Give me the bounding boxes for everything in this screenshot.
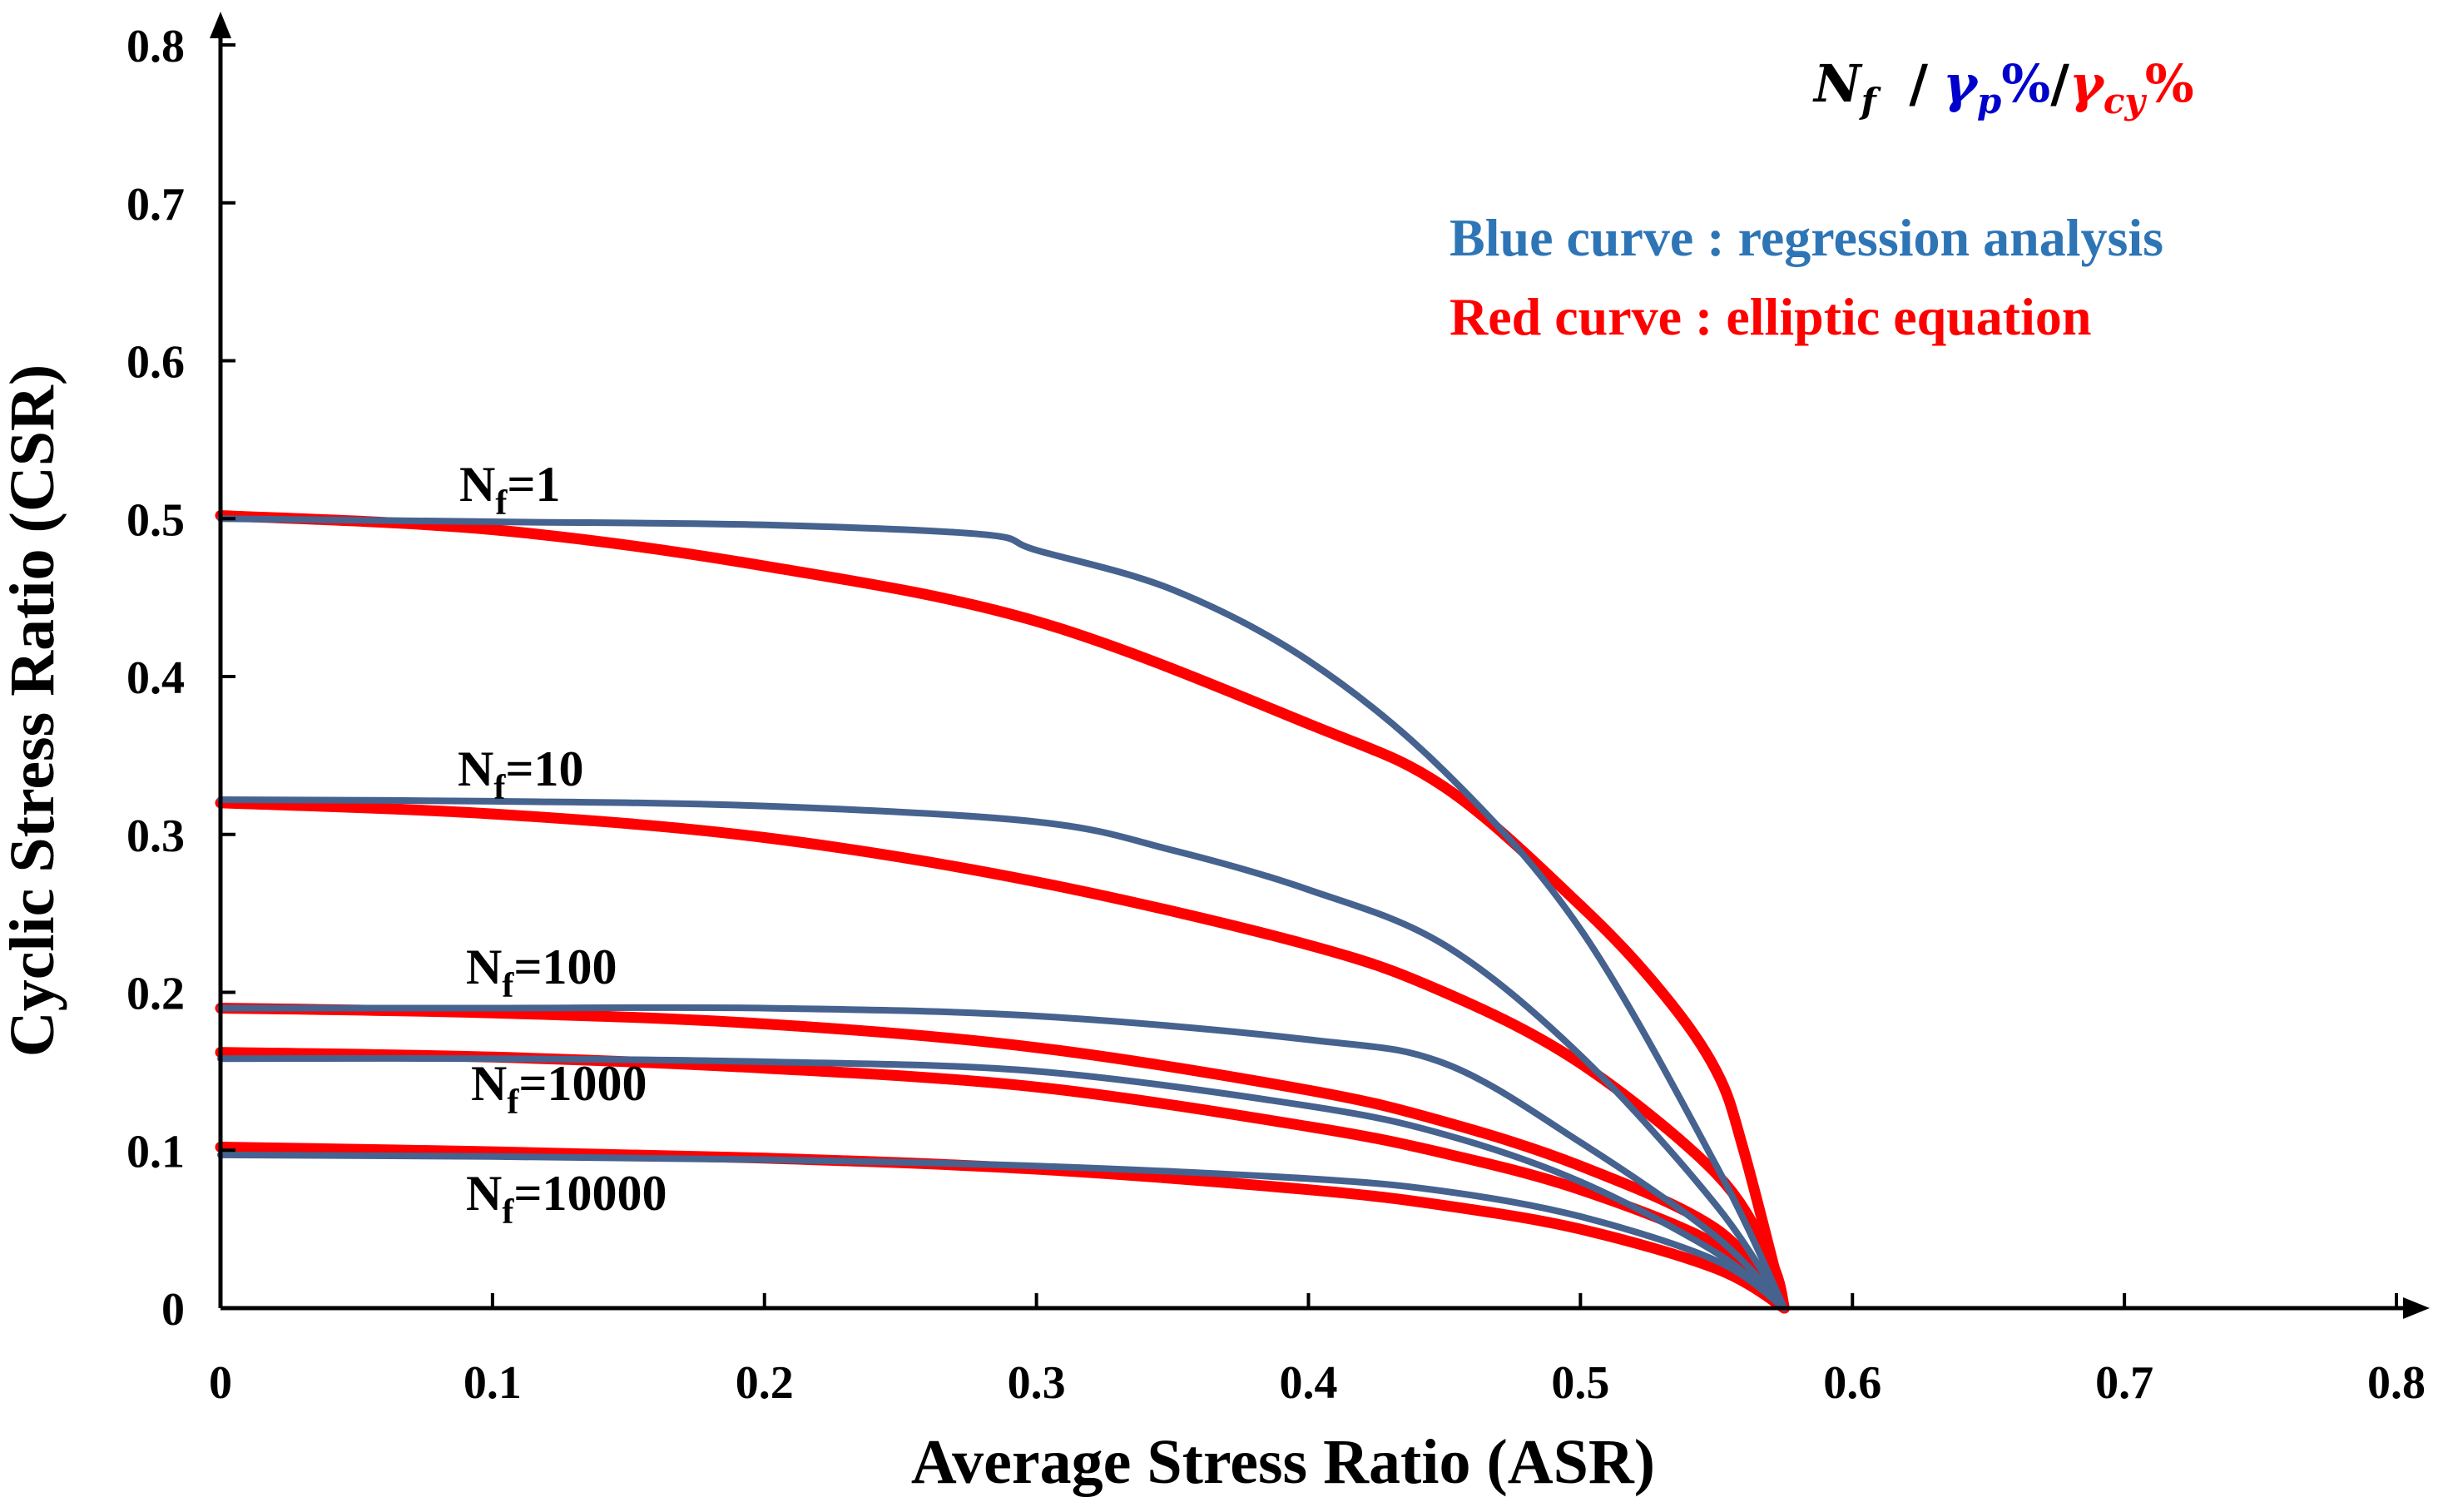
x-tick-label: 0.6	[1823, 1357, 1881, 1409]
y-tick-label: 0.4	[126, 652, 185, 704]
y-tick-label: 0.5	[126, 494, 185, 546]
y-axis-arrow-icon	[210, 12, 231, 38]
formula-gamma-cy: γ	[2069, 53, 2106, 114]
formula-gamma-cy-sub: cy	[2104, 81, 2148, 121]
ticks: 0 0.1 0.2 0.3 0.4 0.5 0.6 0.7 0.8 0 0.1 0.2 0.3 0.4 0.…	[126, 21, 2426, 1409]
formula-gamma-p-sub: p	[1977, 81, 2001, 121]
series-red-9	[215, 1142, 1790, 1314]
y-tick-label: 0.1	[126, 1126, 185, 1177]
series-red-5	[215, 1003, 1790, 1314]
x-tick-label: 0.3	[1008, 1357, 1066, 1409]
series-red-1	[215, 510, 1790, 1314]
formula-n: N	[1812, 53, 1863, 114]
y-tick-label: 0.7	[126, 179, 185, 231]
curve-label-nf10000: Nf=10000	[466, 1166, 667, 1232]
formula-label: Nf / γp%/γcy%	[1812, 53, 2194, 121]
series-blue-0	[217, 515, 1788, 1311]
y-tick-label: 0.3	[126, 811, 185, 862]
curve-label-nf1000: Nf=1000	[471, 1056, 647, 1122]
axes	[210, 12, 2430, 1319]
curve-label-nf100: Nf=100	[466, 939, 617, 1005]
y-tick-label: 0.6	[126, 337, 185, 389]
y-tick-label: 0.8	[126, 21, 185, 72]
formula-gamma-cy-pct: %	[2145, 53, 2194, 114]
legend-blue: Blue curve : regression analysis	[1450, 208, 2163, 267]
x-tick-label: 0.1	[463, 1357, 522, 1409]
series-red-7	[215, 1047, 1790, 1314]
series-red-3	[215, 797, 1790, 1314]
red-curves	[215, 510, 1790, 1314]
x-tick-label: 0	[209, 1357, 232, 1409]
formula-sep1: /	[1891, 53, 1929, 114]
x-axis-arrow-icon	[2403, 1297, 2430, 1319]
x-tick-label: 0.8	[2367, 1357, 2426, 1409]
x-axis-title: Average Stress Ratio (ASR)	[911, 1427, 1655, 1497]
curve-label-nf1: Nf=1	[459, 457, 561, 523]
legend-red: Red curve : elliptic equation	[1450, 287, 2091, 346]
formula-gamma-p: γ	[1943, 53, 1980, 114]
formula-sep2: /	[2050, 53, 2069, 114]
series-blue-4	[217, 1004, 1788, 1311]
x-tick-label: 0.7	[2095, 1357, 2153, 1409]
curve-label-nf10: Nf=10	[458, 741, 584, 807]
y-tick-label: 0	[161, 1284, 185, 1336]
x-tick-label: 0.2	[736, 1357, 794, 1409]
series-blue-6	[217, 1054, 1788, 1311]
y-axis-title: Cyclic Stress Ratio (CSR)	[0, 364, 67, 1057]
series-blue-2	[217, 796, 1788, 1311]
y-tick-label: 0.2	[126, 969, 185, 1020]
formula-gamma-p-pct: %	[2001, 53, 2050, 114]
x-tick-label: 0.4	[1280, 1357, 1338, 1409]
blue-curves	[217, 515, 1788, 1311]
series-blue-8	[217, 1151, 1788, 1311]
x-tick-label: 0.5	[1551, 1357, 1609, 1409]
formula-n-sub: f	[1859, 81, 1882, 121]
